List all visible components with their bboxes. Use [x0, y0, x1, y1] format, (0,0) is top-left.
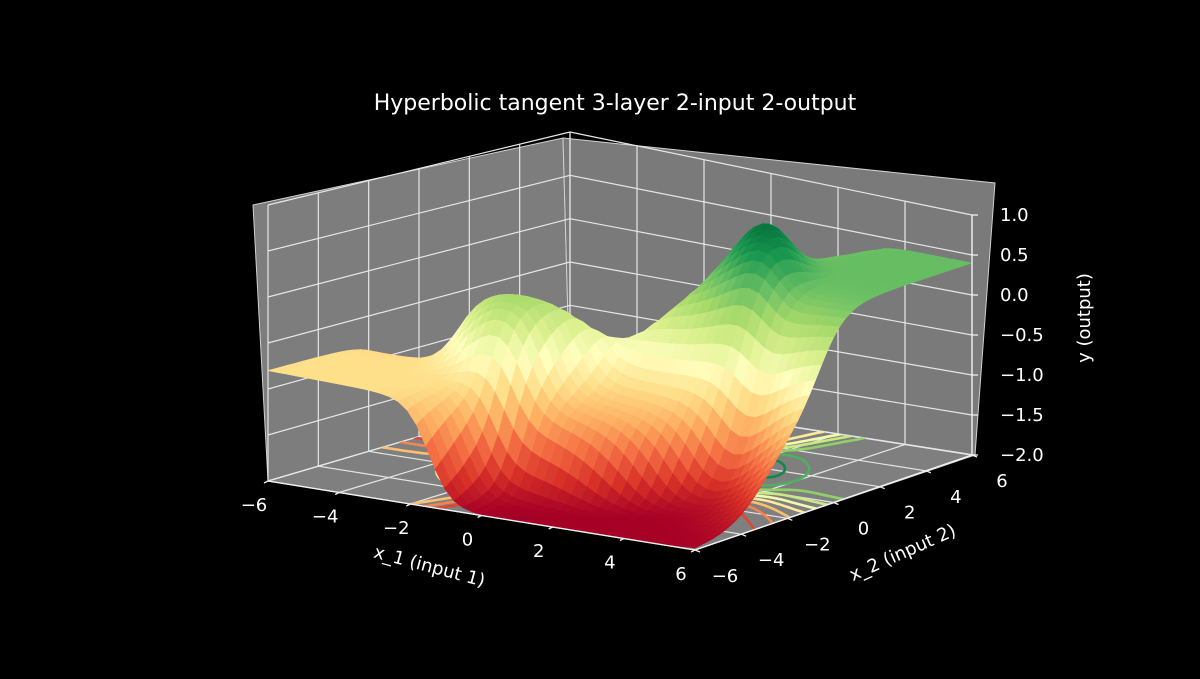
x-tick-label: 6: [675, 564, 686, 585]
z-axis-label: y (output): [1074, 273, 1095, 363]
y-tick: [787, 518, 792, 520]
x-tick-label: 4: [604, 553, 615, 574]
x-tick-label: 0: [462, 530, 473, 551]
x-tick: [264, 481, 268, 483]
x-tick: [478, 516, 482, 518]
z-tick-label: 0.0: [1000, 285, 1029, 306]
y-tick-label: −6: [712, 566, 739, 587]
z-tick-label: 0.5: [1000, 245, 1029, 266]
y-tick-label: 0: [858, 519, 869, 540]
y-tick-label: −4: [758, 550, 785, 571]
z-tick-label: −1.5: [1000, 405, 1044, 426]
x-tick-label: −6: [241, 495, 268, 516]
x-tick: [691, 550, 695, 552]
x-tick-label: −2: [383, 518, 410, 539]
x-tick-label: −4: [312, 507, 339, 528]
x-tick-label: 2: [533, 541, 544, 562]
x-tick: [335, 493, 339, 495]
y-tick: [880, 487, 885, 489]
y-tick: [695, 550, 700, 552]
y-tick-label: 6: [996, 471, 1007, 492]
z-tick-label: −2.0: [1000, 445, 1044, 466]
y-tick-label: 4: [950, 487, 961, 508]
x-tick: [620, 539, 624, 541]
y-tick: [741, 534, 746, 536]
y-tick-label: −2: [804, 534, 831, 555]
z-tick-label: −1.0: [1000, 365, 1044, 386]
y-tick-label: 2: [904, 503, 915, 524]
y-tick: [926, 471, 931, 473]
x-tick: [549, 527, 553, 529]
x-tick: [406, 504, 410, 506]
z-tick-label: 1.0: [1000, 205, 1029, 226]
z-tick-label: −0.5: [1000, 325, 1044, 346]
y-tick: [834, 503, 839, 505]
chart-title: Hyperbolic tangent 3-layer 2-input 2-out…: [374, 91, 857, 116]
